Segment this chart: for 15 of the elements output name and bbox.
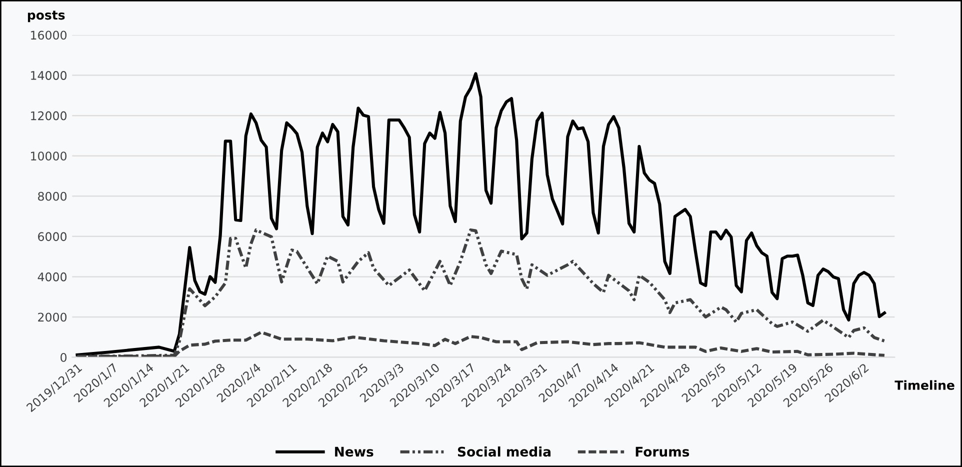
y-tick-label: 4000 (38, 272, 67, 282)
y-tick-label: 10000 (31, 152, 67, 161)
x-axis-title: Timeline (894, 380, 954, 390)
line-series (76, 72, 886, 356)
legend-label: Forums (636, 446, 690, 457)
y-tick-label: 0 (60, 352, 67, 362)
legend-label: Social media (458, 446, 550, 457)
legend-label: News (335, 446, 374, 457)
y-tick-label: 2000 (38, 312, 67, 322)
y-tick-label: 16000 (31, 30, 67, 40)
y-tick-label: 12000 (31, 111, 67, 120)
y-tick-label: 6000 (38, 232, 67, 242)
y-axis-title: posts (28, 10, 65, 22)
y-tick-label: 14000 (31, 71, 67, 80)
y-tick-label: 8000 (38, 192, 67, 201)
